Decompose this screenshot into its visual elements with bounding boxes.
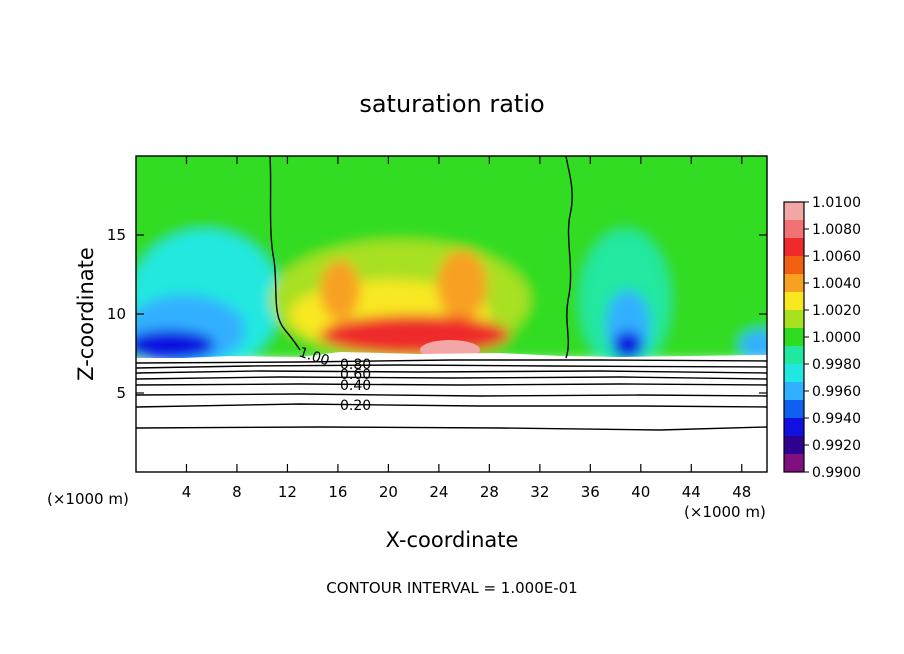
x-tick-label: 32 [530, 483, 549, 501]
terrain-top [136, 352, 767, 360]
field-blue-edge [740, 330, 767, 360]
colorbar-swatch [784, 454, 804, 473]
x-unit-left: (×1000 m) [47, 490, 129, 508]
colorbar-label: 1.0020 [812, 303, 861, 319]
field-orange-right [437, 250, 487, 320]
colorbar-label: 0.9980 [812, 357, 861, 373]
colorbar-swatch [784, 310, 804, 329]
colorbar-swatch [784, 220, 804, 239]
colorbar-swatch [784, 346, 804, 365]
contour-label: 0.40 [340, 378, 371, 394]
colorbar-swatch [784, 202, 804, 221]
contour-line-010 [136, 426, 767, 431]
contour-line-020 [136, 403, 767, 408]
y-axis-ticks: 5 10 15 [107, 226, 767, 402]
colorbar-swatch [784, 292, 804, 311]
colorbar-swatch [784, 274, 804, 293]
y-tick-label: 5 [116, 384, 126, 402]
x-tick-label: 24 [429, 483, 448, 501]
x-tick-label: 36 [581, 483, 600, 501]
colorbar-swatch [784, 256, 804, 275]
x-unit-right: (×1000 m) [684, 503, 766, 521]
colorbar-swatch [784, 418, 804, 437]
contour-interval-note: CONTOUR INTERVAL = 1.000E-01 [326, 579, 577, 597]
colorbar-label: 1.0060 [812, 249, 861, 265]
field-red-band [320, 315, 510, 355]
x-tick-label: 28 [480, 483, 499, 501]
contour-lines [136, 156, 767, 431]
colorbar-swatch [784, 382, 804, 401]
terrain-mask [136, 358, 767, 472]
contour-line-030 [136, 393, 767, 397]
contour-line-050 [136, 376, 767, 380]
field-orange-left [320, 260, 360, 320]
contour-line-100-left [269, 156, 301, 351]
contour-line-040 [136, 383, 767, 386]
x-tick-label: 44 [682, 483, 701, 501]
x-tick-label: 40 [631, 483, 650, 501]
x-tick-label: 4 [182, 483, 192, 501]
colorbar-labels: 1.0100 1.0080 1.0060 1.0040 1.0020 1.0000 0.99… [804, 195, 861, 481]
contour-line-100-right [565, 156, 573, 359]
heatmap-field [136, 156, 767, 370]
contour-label: 0.80 [340, 357, 371, 373]
chart-title: saturation ratio [359, 90, 544, 118]
y-tick-label: 10 [107, 305, 126, 323]
colorbar-label: 1.0100 [812, 195, 861, 211]
colorbar-label: 0.9960 [812, 384, 861, 400]
colorbar-label: 0.9900 [812, 465, 861, 481]
x-tick-label: 12 [278, 483, 297, 501]
colorbar-swatch [784, 400, 804, 419]
colorbar-label: 1.0080 [812, 222, 861, 238]
y-axis-label: Z-coordinate [74, 247, 98, 381]
x-tick-label: 48 [732, 483, 751, 501]
x-tick-label: 8 [232, 483, 242, 501]
contour-label: 0.20 [340, 398, 371, 414]
contour-line-080 [136, 359, 767, 364]
colorbar-label: 1.0000 [812, 330, 861, 346]
colorbar-swatch [784, 238, 804, 257]
contour-line-070 [136, 364, 767, 369]
x-axis-label: X-coordinate [386, 528, 519, 552]
plot-area [136, 156, 767, 472]
x-tick-label: 16 [328, 483, 347, 501]
y-tick-label: 15 [107, 226, 126, 244]
field-deepblue-right [613, 331, 643, 359]
x-tick-label: 20 [379, 483, 398, 501]
colorbar-label: 0.9920 [812, 438, 861, 454]
colorbar-swatch [784, 364, 804, 383]
field-deepblue-left [136, 330, 215, 360]
colorbar-swatch [784, 436, 804, 455]
contour-line-060 [136, 370, 767, 374]
colorbar-label: 1.0040 [812, 276, 861, 292]
x-axis-ticks: 4 8 12 16 20 24 28 32 36 40 44 48 [182, 156, 751, 501]
colorbar-label: 0.9940 [812, 411, 861, 427]
contour-label: 0.60 [340, 367, 371, 383]
colorbar [784, 202, 804, 473]
colorbar-swatch [784, 328, 804, 347]
